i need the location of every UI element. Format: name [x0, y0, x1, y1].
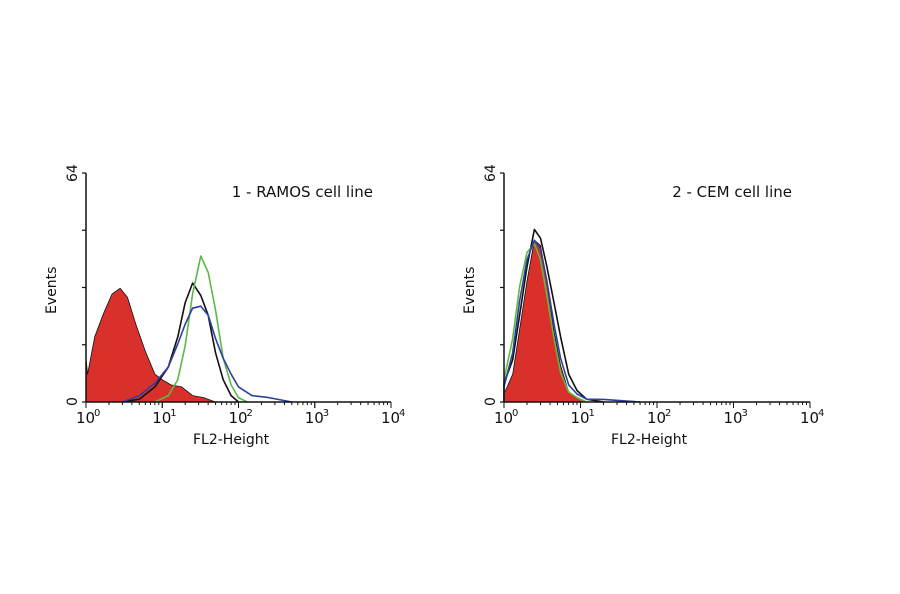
x-tick-label-exponent: 0	[512, 408, 518, 419]
x-tick-label: 10	[76, 409, 95, 427]
x-tick-label: 10	[152, 409, 171, 427]
x-tick-label: 10	[494, 409, 513, 427]
x-tick-label-exponent: 4	[399, 408, 405, 419]
series-2-histogram	[121, 282, 240, 403]
x-tick-label-exponent: 3	[323, 408, 329, 419]
y-axis-label: Events	[462, 267, 478, 314]
x-tick-label-exponent: 2	[665, 408, 671, 419]
x-tick-label-exponent: 2	[247, 408, 253, 419]
panel-title: 1 - RAMOS cell line	[232, 183, 373, 201]
series-3-histogram	[503, 243, 588, 403]
x-tick-label: 10	[381, 409, 400, 427]
x-tick-label-exponent: 3	[742, 408, 748, 419]
x-tick-label: 10	[800, 409, 819, 427]
y-axis-label: Events	[44, 267, 60, 314]
x-axis-label: FL2-Height	[193, 432, 270, 448]
x-tick-label: 10	[571, 409, 590, 427]
x-tick-label: 10	[305, 409, 324, 427]
series-1-histogram	[85, 287, 216, 403]
x-tick-label-exponent: 4	[818, 408, 824, 419]
series-4-histogram	[503, 239, 641, 403]
x-tick-label: 10	[647, 409, 666, 427]
x-tick-label-exponent: 0	[94, 408, 100, 419]
series-4-histogram	[121, 305, 293, 403]
y-tick-label-max: 64	[483, 164, 499, 182]
x-tick-label-exponent: 1	[589, 408, 595, 419]
series-2-histogram	[503, 228, 605, 403]
series-3-histogram	[154, 255, 248, 403]
y-tick-label-max: 64	[65, 164, 81, 182]
y-tick-label-min: 0	[65, 397, 81, 406]
x-axis-label: FL2-Height	[611, 432, 688, 448]
y-tick-label-min: 0	[483, 397, 499, 406]
x-tick-label-exponent: 1	[170, 408, 176, 419]
x-tick-label: 10	[229, 409, 248, 427]
x-tick-label: 10	[724, 409, 743, 427]
panel-title: 2 - CEM cell line	[672, 183, 792, 201]
